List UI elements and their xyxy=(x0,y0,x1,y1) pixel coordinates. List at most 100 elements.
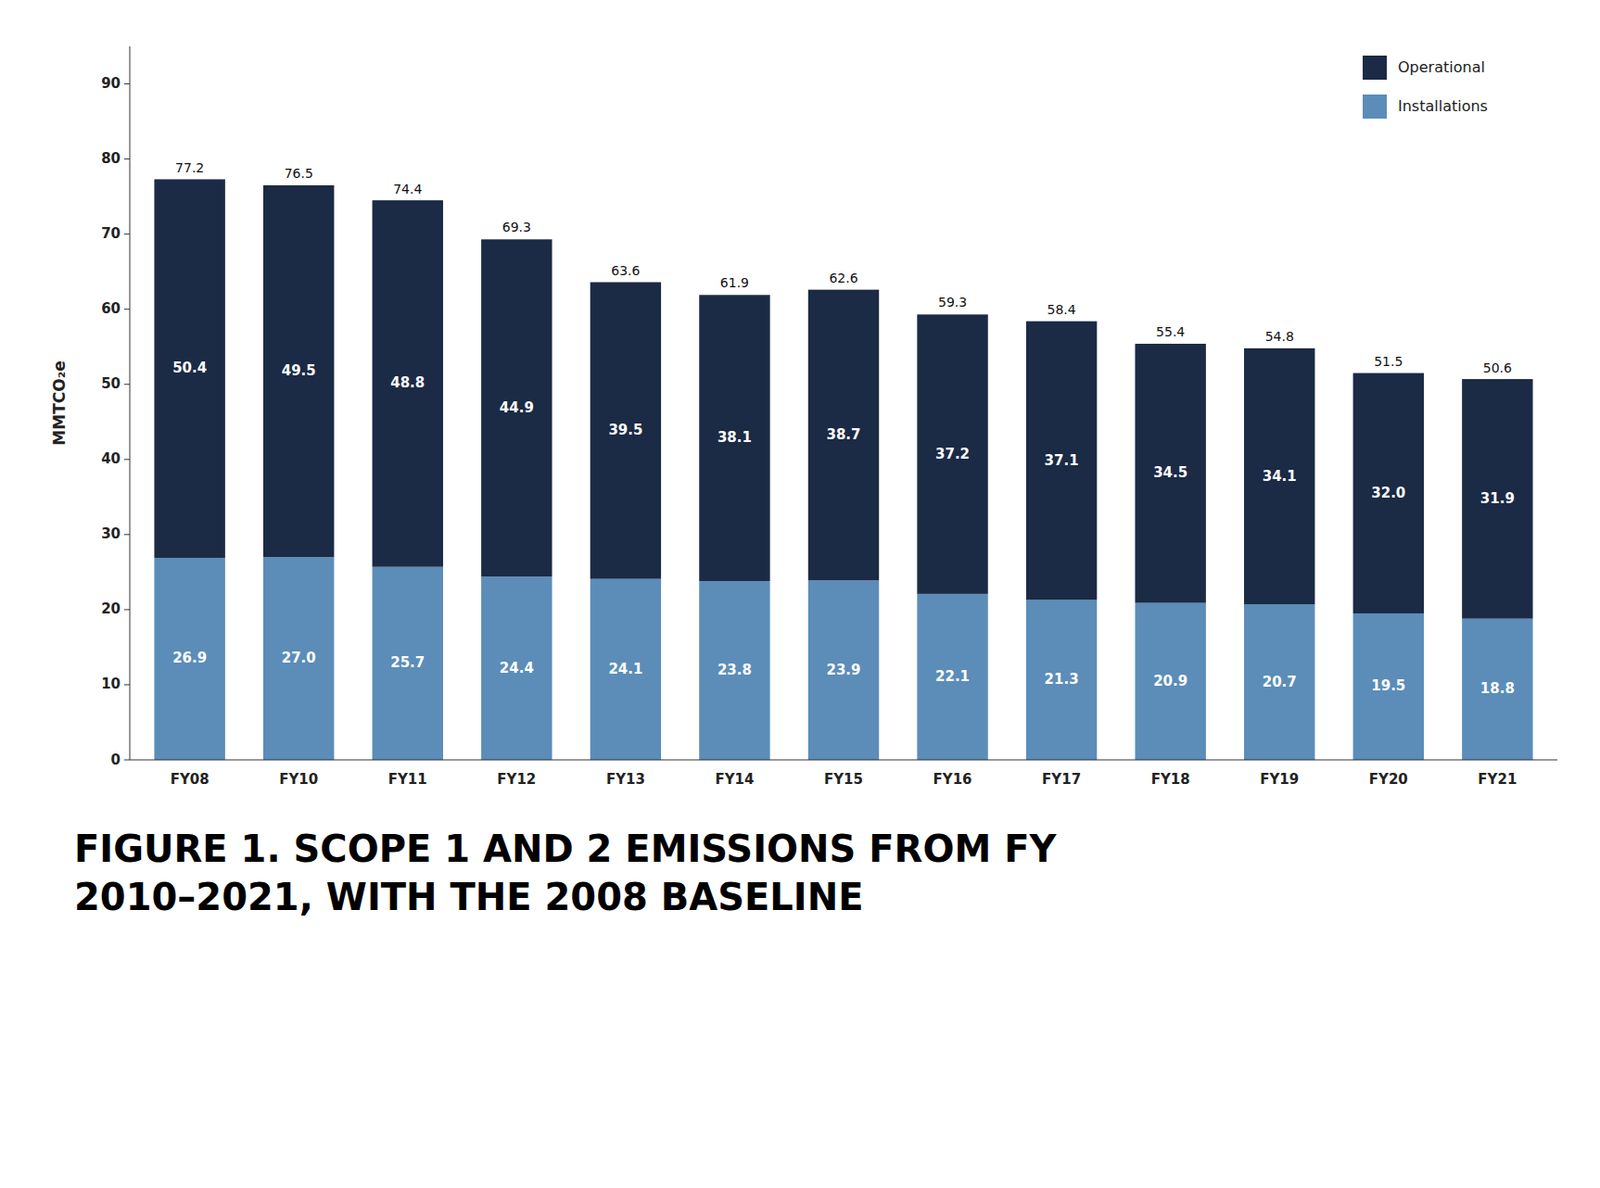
legend-swatch xyxy=(1362,55,1387,80)
bar-segment xyxy=(153,558,225,761)
bar-segment xyxy=(698,581,770,761)
segment-label: 20.7 xyxy=(1262,673,1297,691)
x-tick-label: FY15 xyxy=(824,771,864,788)
legend-label: Operational xyxy=(1397,58,1486,77)
segment-label: 21.3 xyxy=(1044,671,1080,688)
bar-segment xyxy=(808,290,879,582)
segment-label: 32.0 xyxy=(1371,484,1406,502)
x-axis-line xyxy=(129,759,1558,761)
bar-segment xyxy=(263,557,334,761)
y-tick-label: 80 xyxy=(101,150,121,167)
bar-segment xyxy=(153,178,225,559)
y-tick-label: 70 xyxy=(101,225,121,242)
y-tick-label: 30 xyxy=(101,525,121,543)
page: {"chart_data": {"type": "bar", "stacked"… xyxy=(0,0,1600,1188)
total-label: 77.2 xyxy=(175,160,204,176)
bar-segment xyxy=(808,580,879,761)
segment-label: 27.0 xyxy=(281,649,317,667)
chart-title: FIGURE 1. SCOPE 1 AND 2 EMISSIONS FROM F… xyxy=(74,827,1057,919)
y-tick-label: 60 xyxy=(101,300,121,318)
bar-segment xyxy=(1134,603,1206,761)
bar-segment xyxy=(916,594,988,761)
y-tick-label: 40 xyxy=(101,450,121,468)
y-tick xyxy=(124,609,130,610)
total-label: 61.9 xyxy=(720,275,750,291)
segment-label: 23.8 xyxy=(717,661,752,679)
bar-segment xyxy=(1353,613,1424,761)
y-tick xyxy=(124,533,130,535)
x-tick-label: FY18 xyxy=(1151,771,1191,788)
total-label: 62.6 xyxy=(828,270,858,286)
segment-label: 20.9 xyxy=(1153,673,1188,690)
y-tick xyxy=(124,684,130,686)
bar-segment xyxy=(1244,348,1315,605)
total-label: 76.5 xyxy=(284,165,314,181)
segment-label: 25.7 xyxy=(390,654,425,672)
bar-segment xyxy=(263,185,334,558)
legend-label: Installations xyxy=(1397,97,1488,115)
y-tick-label: 20 xyxy=(101,600,121,618)
bar-segment xyxy=(481,576,552,761)
segment-label: 31.9 xyxy=(1480,490,1515,508)
segment-label: 34.5 xyxy=(1153,464,1188,482)
y-tick-label: 0 xyxy=(111,751,121,769)
segment-label: 24.4 xyxy=(499,660,534,677)
x-tick-label: FY13 xyxy=(606,771,646,788)
legend-swatch xyxy=(1362,94,1387,119)
title-line: 2010–2021, WITH THE 2008 BASELINE xyxy=(74,876,864,919)
segment-label: 18.8 xyxy=(1480,680,1515,698)
chart-container: 0102030405060708090MMTCO₂e26.927.025.724… xyxy=(0,0,1600,1188)
total-label: 51.5 xyxy=(1373,354,1403,369)
bar-segment xyxy=(698,294,770,582)
bar-segment xyxy=(481,239,552,577)
bar-segment xyxy=(372,200,444,568)
segment-label: 38.7 xyxy=(825,426,861,444)
bars xyxy=(153,178,1533,761)
y-tick xyxy=(124,383,130,385)
bar-segment xyxy=(590,579,661,761)
labels: 26.927.025.724.424.123.823.922.121.320.9… xyxy=(172,160,1515,698)
total-label: 69.3 xyxy=(502,219,532,235)
segment-label: 50.4 xyxy=(172,359,207,377)
segment-label: 34.1 xyxy=(1262,468,1297,485)
bar-segment xyxy=(1134,343,1206,604)
total-label: 63.6 xyxy=(610,263,640,279)
x-tick-label: FY11 xyxy=(388,771,428,788)
legend: Operational Installations xyxy=(1362,55,1488,119)
bar-segment xyxy=(1353,373,1424,614)
segment-label: 38.1 xyxy=(717,429,752,446)
x-tick-label: FY17 xyxy=(1041,771,1081,788)
bar-segment xyxy=(590,282,661,580)
x-tick-label: FY10 xyxy=(279,771,318,788)
y-axis-label: MMTCO₂e xyxy=(50,360,69,445)
bar-segment xyxy=(1461,379,1533,620)
y-tick-label: 50 xyxy=(101,375,121,393)
bar-segment xyxy=(1244,604,1315,761)
segment-label: 37.2 xyxy=(935,445,970,463)
x-tick-label: FY08 xyxy=(170,771,210,788)
segment-label: 49.5 xyxy=(281,362,317,380)
y-tick xyxy=(124,233,130,235)
bar-segment xyxy=(1026,599,1097,761)
x-tick-label: FY19 xyxy=(1259,771,1299,788)
x-tick-label: FY21 xyxy=(1477,771,1517,788)
x-tick-label: FY16 xyxy=(933,771,973,788)
y-axis-line xyxy=(129,46,131,761)
y-axis: 0 10 20 30 40 50 60 70 80 90 xyxy=(101,46,130,769)
segment-label: 23.9 xyxy=(825,661,861,679)
y-tick xyxy=(124,308,130,310)
x-tick-label: FY14 xyxy=(714,771,754,788)
segment-label: 39.5 xyxy=(608,421,643,439)
segment-label: 48.8 xyxy=(390,374,425,392)
y-tick xyxy=(124,458,130,460)
x-axis: FY08 FY10 FY11 FY12 FY13 FY14 FY15 FY16 FY17 FY18… xyxy=(129,760,1558,788)
y-tick-label: 10 xyxy=(101,675,121,693)
title-line: FIGURE 1. SCOPE 1 AND 2 EMISSIONS FROM F… xyxy=(74,827,1057,871)
bar-segment xyxy=(916,314,988,595)
bar-segment xyxy=(1461,619,1533,761)
y-tick-label: 90 xyxy=(101,75,121,92)
total-label: 50.6 xyxy=(1483,360,1512,376)
chart-svg: 0102030405060708090MMTCO₂e26.927.025.724… xyxy=(0,0,1600,1188)
x-tick-label: FY12 xyxy=(496,771,536,788)
segment-label: 19.5 xyxy=(1371,677,1406,695)
